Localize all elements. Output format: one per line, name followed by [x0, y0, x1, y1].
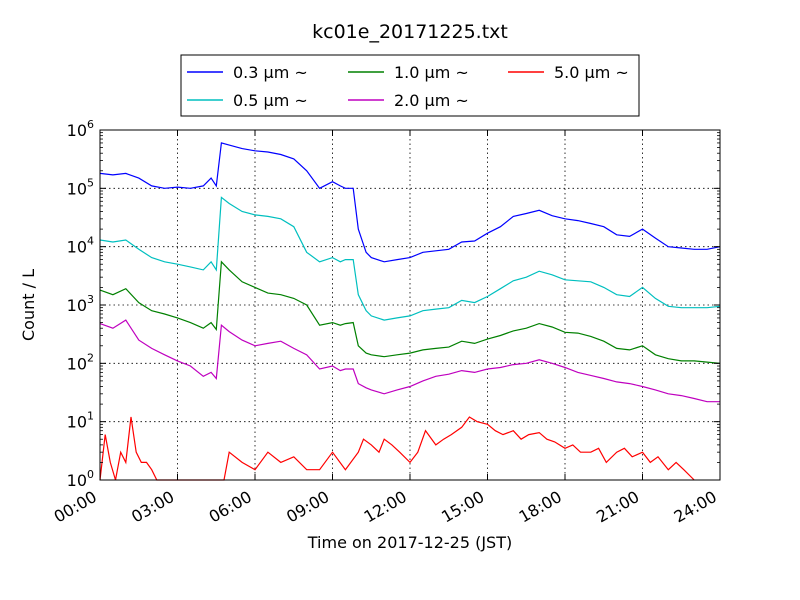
y-tick-exponent: 2 — [87, 351, 94, 364]
y-tick-label: 101 — [67, 410, 94, 432]
legend-label: 1.0 µm ~ — [394, 63, 469, 82]
legend: 0.3 µm ~ 0.5 µm ~ 1.0 µm ~ 2.0 µm ~ 5.0 µm ~ — [180, 54, 640, 117]
y-tick-exponent: 3 — [87, 293, 94, 306]
y-tick-exponent: 0 — [87, 468, 94, 481]
legend-box — [180, 54, 640, 117]
y-tick-base: 10 — [67, 179, 87, 198]
y-tick-label: 104 — [67, 235, 94, 257]
y-tick-base: 10 — [67, 238, 87, 257]
y-tick-label: 105 — [67, 176, 94, 198]
y-tick-base: 10 — [67, 296, 87, 315]
y-tick-label: 103 — [67, 293, 94, 315]
y-tick-label: 102 — [67, 351, 94, 373]
legend-entries: 0.3 µm ~ 0.5 µm ~ 1.0 µm ~ 2.0 µm ~ 5.0 µm ~ — [187, 63, 629, 110]
y-tick-base: 10 — [67, 471, 87, 490]
ticks — [99, 129, 721, 481]
y-tick-label: 106 — [67, 118, 94, 140]
series-lines — [99, 142, 721, 481]
chart-title: kc01e_20171225.txt — [312, 21, 508, 43]
series-line — [99, 416, 695, 481]
y-tick-base: 10 — [67, 354, 87, 373]
legend-label: 5.0 µm ~ — [554, 63, 629, 82]
y-tick-base: 10 — [67, 413, 87, 432]
x-axis-label: Time on 2017-12-25 (JST) — [307, 533, 512, 552]
y-tick-exponent: 5 — [87, 176, 94, 189]
y-axis-label: Count / L — [19, 269, 38, 341]
y-tick-exponent: 4 — [87, 235, 94, 248]
series-line — [99, 196, 721, 321]
legend-label: 2.0 µm ~ — [394, 91, 469, 110]
series-line — [99, 260, 721, 364]
series-line — [99, 319, 720, 403]
legend-label: 0.5 µm ~ — [233, 91, 308, 110]
legend-label: 0.3 µm ~ — [233, 63, 308, 82]
y-tick-exponent: 1 — [87, 410, 94, 423]
series-line — [99, 142, 721, 263]
y-tick-label: 100 — [67, 468, 94, 490]
y-tick-base: 10 — [67, 121, 87, 140]
y-tick-exponent: 6 — [87, 118, 94, 131]
